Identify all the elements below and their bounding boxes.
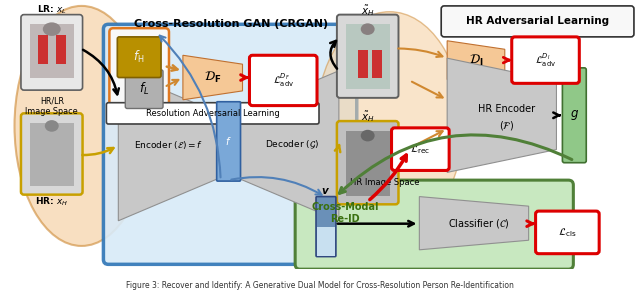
- FancyBboxPatch shape: [563, 68, 586, 163]
- Ellipse shape: [15, 6, 148, 246]
- Text: $f$: $f$: [225, 135, 232, 147]
- Text: $f_{\mathrm{H}}$: $f_{\mathrm{H}}$: [134, 49, 145, 65]
- Text: Resolution Adversarial Learning: Resolution Adversarial Learning: [146, 109, 280, 118]
- FancyBboxPatch shape: [392, 128, 449, 171]
- Ellipse shape: [43, 22, 61, 36]
- Text: HR/LR
Image Space: HR/LR Image Space: [26, 97, 78, 116]
- FancyBboxPatch shape: [106, 103, 319, 124]
- Text: LR: $x_L$: LR: $x_L$: [37, 3, 67, 16]
- Text: Figure 3: Recover and Identify: A Generative Dual Model for Cross-Resolution Per: Figure 3: Recover and Identify: A Genera…: [126, 281, 514, 290]
- FancyBboxPatch shape: [536, 211, 599, 254]
- Text: Decoder ($\mathcal{G}$): Decoder ($\mathcal{G}$): [265, 139, 319, 151]
- Text: HR: $x_H$: HR: $x_H$: [35, 195, 68, 208]
- Ellipse shape: [316, 12, 463, 236]
- Ellipse shape: [45, 120, 59, 132]
- Polygon shape: [419, 197, 529, 250]
- Bar: [372, 50, 381, 77]
- FancyBboxPatch shape: [441, 6, 634, 37]
- Text: $\mathcal{L}_{\mathrm{rec}}$: $\mathcal{L}_{\mathrm{rec}}$: [410, 143, 431, 155]
- FancyBboxPatch shape: [512, 37, 579, 83]
- Text: $f_{L}$: $f_{L}$: [139, 81, 149, 97]
- Bar: [346, 131, 390, 196]
- Text: ($\mathcal{F}$): ($\mathcal{F}$): [499, 119, 515, 133]
- Text: Cross-Resolution GAN (CRGAN): Cross-Resolution GAN (CRGAN): [134, 19, 328, 29]
- FancyBboxPatch shape: [295, 180, 573, 269]
- Text: $\mathcal{D}_{\mathbf{F}}$: $\mathcal{D}_{\mathbf{F}}$: [204, 70, 221, 85]
- Bar: [30, 24, 74, 77]
- Text: $\mathcal{L}_{\mathrm{adv}}^{D_I}$: $\mathcal{L}_{\mathrm{adv}}^{D_I}$: [535, 51, 556, 69]
- Bar: [358, 50, 368, 77]
- FancyBboxPatch shape: [337, 14, 399, 98]
- Text: $g$: $g$: [570, 108, 579, 122]
- Text: $\mathcal{L}_{\mathrm{adv}}^{D_F}$: $\mathcal{L}_{\mathrm{adv}}^{D_F}$: [273, 72, 294, 89]
- Text: HR Encoder: HR Encoder: [478, 104, 535, 115]
- Polygon shape: [447, 58, 556, 172]
- Ellipse shape: [361, 130, 374, 142]
- Text: Cross-Modal
Re-ID: Cross-Modal Re-ID: [311, 202, 379, 224]
- Bar: [30, 123, 74, 186]
- FancyBboxPatch shape: [104, 24, 356, 264]
- FancyBboxPatch shape: [250, 55, 317, 106]
- Bar: [56, 35, 66, 64]
- Text: $\mathcal{L}_{\mathrm{cls}}$: $\mathcal{L}_{\mathrm{cls}}$: [558, 226, 577, 239]
- Ellipse shape: [361, 23, 374, 35]
- Text: $\tilde{x}_H$: $\tilde{x}_H$: [361, 3, 374, 18]
- Text: HR Image Space: HR Image Space: [350, 177, 419, 186]
- FancyBboxPatch shape: [217, 102, 241, 181]
- Text: Classifier ($\mathcal{C}$): Classifier ($\mathcal{C}$): [448, 217, 510, 230]
- FancyBboxPatch shape: [337, 121, 399, 204]
- Bar: [38, 35, 48, 64]
- Text: $\mathcal{D}_{\mathbf{I}}$: $\mathcal{D}_{\mathbf{I}}$: [468, 52, 483, 68]
- FancyBboxPatch shape: [117, 37, 161, 77]
- Text: $\boldsymbol{v}$: $\boldsymbol{v}$: [321, 186, 330, 196]
- FancyBboxPatch shape: [109, 28, 169, 115]
- Text: $\tilde{x}_H$: $\tilde{x}_H$: [361, 109, 374, 124]
- Polygon shape: [183, 55, 243, 100]
- Text: Encoder ($\mathcal{E}$)$=f$: Encoder ($\mathcal{E}$)$=f$: [134, 139, 204, 151]
- Polygon shape: [118, 71, 218, 221]
- FancyBboxPatch shape: [21, 113, 83, 195]
- Text: HR Adversarial Learning: HR Adversarial Learning: [466, 17, 609, 26]
- FancyBboxPatch shape: [317, 226, 335, 255]
- FancyBboxPatch shape: [316, 197, 336, 257]
- Bar: [346, 24, 390, 89]
- Polygon shape: [239, 71, 339, 221]
- FancyBboxPatch shape: [21, 14, 83, 90]
- Polygon shape: [447, 41, 505, 79]
- FancyBboxPatch shape: [125, 70, 163, 108]
